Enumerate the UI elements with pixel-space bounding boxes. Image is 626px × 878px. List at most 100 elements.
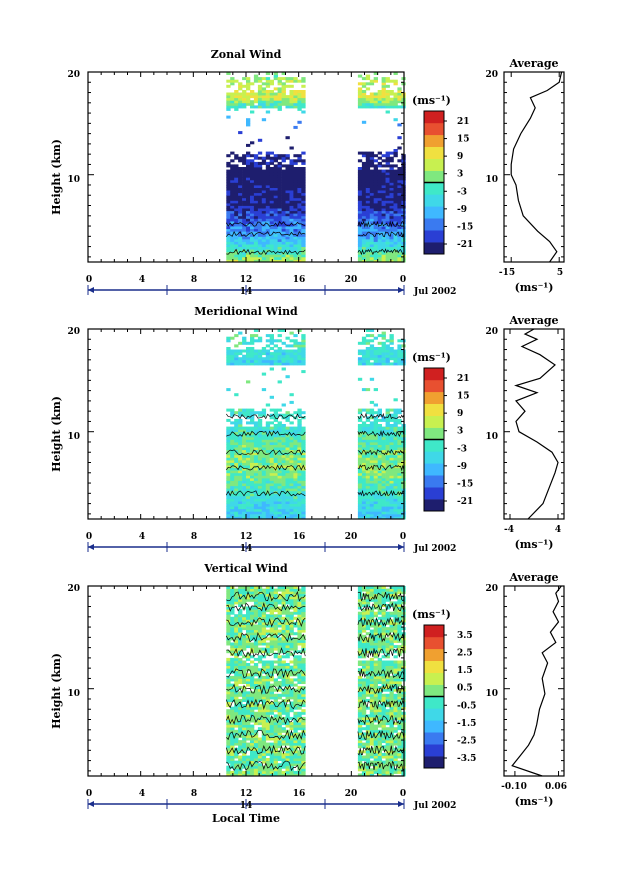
heatmap-cell xyxy=(270,80,274,83)
heatmap-cell xyxy=(358,170,362,173)
heatmap-cell xyxy=(297,200,301,203)
heatmap-cell xyxy=(274,200,278,203)
heatmap-cell xyxy=(238,511,242,514)
heatmap-cell xyxy=(382,473,386,476)
heatmap-cell xyxy=(370,213,374,216)
heatmap-cell xyxy=(250,337,254,340)
heatmap-cell xyxy=(234,676,238,679)
heatmap-cell xyxy=(293,601,297,604)
heatmap-cell xyxy=(254,93,258,96)
heatmap-cell xyxy=(386,355,390,358)
heatmap-cell xyxy=(374,504,378,507)
heatmap-cell xyxy=(290,401,294,404)
heatmap-cell xyxy=(397,200,401,203)
heatmap-cell xyxy=(293,481,297,484)
heatmap-cell xyxy=(278,630,282,633)
heatmap-cell xyxy=(386,473,390,476)
heatmap-cell xyxy=(266,80,270,83)
heatmap-cell xyxy=(254,208,258,211)
heatmap-cell xyxy=(242,455,246,458)
heatmap-cell xyxy=(290,257,294,260)
heatmap-cell xyxy=(394,473,398,476)
heatmap-cell xyxy=(386,98,390,101)
heatmap-cell xyxy=(382,95,386,98)
heatmap-cell xyxy=(278,666,282,669)
heatmap-cell xyxy=(366,411,370,414)
heatmap-cell xyxy=(278,475,282,478)
heatmap-cell xyxy=(366,455,370,458)
heatmap-cell xyxy=(266,714,270,717)
heatmap-cell xyxy=(242,661,246,664)
heatmap-cell xyxy=(382,511,386,514)
heatmap-cell xyxy=(270,511,274,514)
heatmap-cell xyxy=(246,80,250,83)
heatmap-cell xyxy=(262,193,266,196)
heatmap-cell xyxy=(297,470,301,473)
heatmap-cell xyxy=(286,216,290,219)
heatmap-cell xyxy=(286,344,290,347)
heatmap-cell xyxy=(226,103,230,106)
heatmap-cell xyxy=(362,77,366,80)
heatmap-cell xyxy=(238,496,242,499)
heatmap-cell xyxy=(230,740,234,743)
heatmap-cell xyxy=(234,617,238,620)
heatmap-cell xyxy=(378,242,382,245)
heatmap-cell xyxy=(386,242,390,245)
heatmap-cell xyxy=(386,447,390,450)
heatmap-cell xyxy=(254,442,258,445)
heatmap-cell xyxy=(358,645,362,648)
heatmap-cell xyxy=(262,457,266,460)
heatmap-cell xyxy=(230,208,234,211)
heatmap-cell xyxy=(278,661,282,664)
heatmap-cell xyxy=(246,409,250,412)
heatmap-cell xyxy=(397,218,401,221)
heatmap-cell xyxy=(234,98,238,101)
heatmap-cell xyxy=(250,239,254,242)
heatmap-cell xyxy=(382,103,386,106)
heatmap-cell xyxy=(374,159,378,162)
heatmap-cell xyxy=(358,696,362,699)
heatmap-cell xyxy=(226,182,230,185)
heatmap-cell xyxy=(274,159,278,162)
heatmap-cell xyxy=(246,450,250,453)
heatmap-cell xyxy=(230,337,234,340)
heatmap-cell xyxy=(286,668,290,671)
heatmap-cell xyxy=(278,601,282,604)
heatmap-cell xyxy=(278,457,282,460)
heatmap-cell xyxy=(278,427,282,430)
heatmap-cell xyxy=(386,455,390,458)
heatmap-cell xyxy=(293,491,297,494)
heatmap-cell xyxy=(258,226,262,229)
heatmap-cell xyxy=(386,213,390,216)
heatmap-cell xyxy=(293,339,297,342)
heatmap-cell xyxy=(258,506,262,509)
heatmap-cell xyxy=(382,239,386,242)
heatmap-cell xyxy=(242,499,246,502)
x-tick-label: 12 xyxy=(240,532,253,542)
heatmap-cell xyxy=(366,190,370,193)
heatmap-cell xyxy=(297,105,301,108)
heatmap-cell xyxy=(234,170,238,173)
heatmap-cell xyxy=(386,442,390,445)
heatmap-cell xyxy=(390,152,394,155)
heatmap-cell xyxy=(278,208,282,211)
heatmap-cell xyxy=(386,344,390,347)
heatmap-cell xyxy=(258,763,262,766)
heatmap-cell xyxy=(293,170,297,173)
heatmap-cell xyxy=(394,447,398,450)
heatmap-cell xyxy=(382,514,386,517)
heatmap-cell xyxy=(230,661,234,664)
heatmap-cell xyxy=(293,213,297,216)
heatmap-cell xyxy=(250,362,254,365)
heatmap-cell xyxy=(297,481,301,484)
heatmap-cell xyxy=(382,362,386,365)
heatmap-cell xyxy=(301,727,305,730)
average-y-tick-label: 10 xyxy=(485,175,498,185)
y-axis-label: Height (km) xyxy=(50,139,63,215)
heatmap-cell xyxy=(297,707,301,710)
heatmap-cell xyxy=(358,506,362,509)
heatmap-cell xyxy=(297,643,301,646)
heatmap-cell xyxy=(362,409,366,412)
heatmap-cell xyxy=(262,499,266,502)
heatmap-cell xyxy=(301,247,305,250)
